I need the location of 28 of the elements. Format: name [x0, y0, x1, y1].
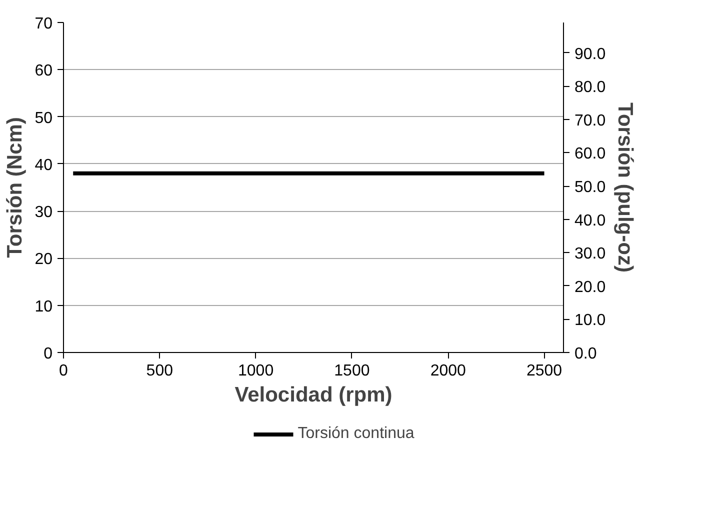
- y2-tick-label: 10.0: [574, 312, 606, 330]
- y2-tick-label: 40.0: [574, 212, 606, 230]
- y2-tick-label: 30.0: [574, 246, 606, 263]
- y2-tick-label: 50.0: [574, 179, 606, 196]
- y2-tick-label: 20.0: [574, 278, 606, 296]
- legend-label: Torsión continua: [298, 425, 414, 443]
- x-tick-label: 1500: [334, 362, 370, 380]
- y-tick-label: 70: [34, 16, 53, 32]
- y-axis-title: Torsión (Ncm): [4, 117, 27, 258]
- y2-axis-title: Torsión (pulg-oz): [614, 102, 637, 272]
- y-tick-label: 50: [34, 110, 53, 127]
- y2-tick-label: 60.0: [574, 146, 606, 163]
- y-tick-label: 20: [34, 251, 53, 268]
- y-tick-label: 0: [44, 346, 53, 362]
- y-tick-label: 40: [34, 156, 53, 174]
- y2-tick-label: 80.0: [574, 79, 606, 96]
- x-tick-label: 2500: [526, 362, 562, 380]
- x-axis-title: Velocidad (rpm): [234, 384, 392, 406]
- y-tick-label: 10: [34, 298, 53, 316]
- y2-tick-label: 90.0: [574, 46, 606, 63]
- x-tick-label: 2000: [430, 362, 466, 380]
- y2-tick-label: 70.0: [574, 112, 606, 130]
- x-tick-label: 1000: [238, 362, 274, 380]
- y-tick-label: 30: [34, 204, 53, 222]
- y2-tick-label: 0.0: [574, 346, 597, 362]
- y-tick-label: 60: [34, 62, 53, 80]
- x-tick-label: 0: [59, 362, 68, 380]
- x-tick-label: 500: [146, 362, 174, 380]
